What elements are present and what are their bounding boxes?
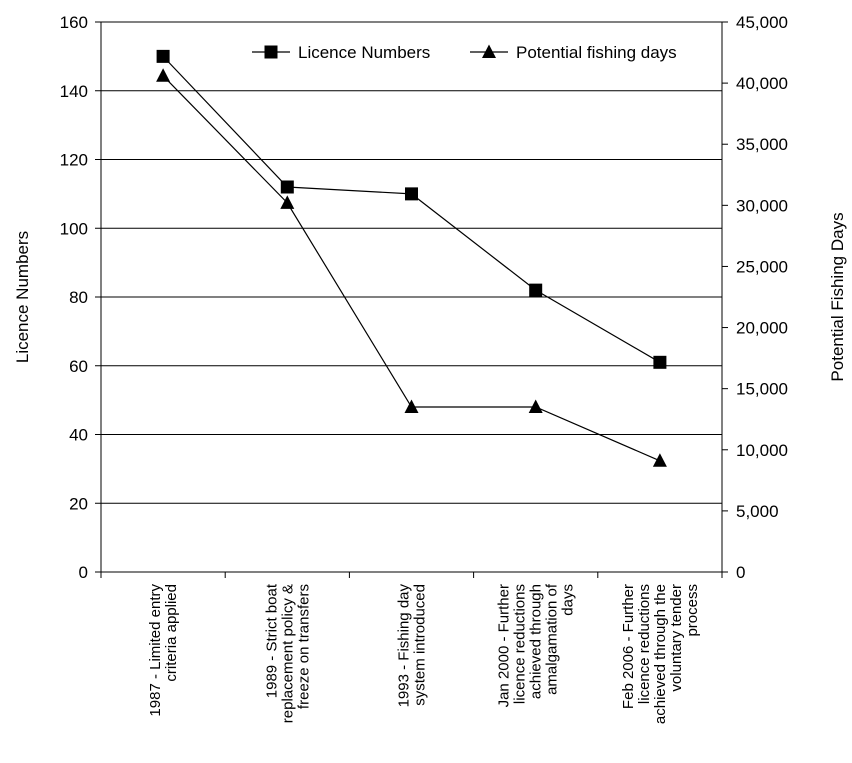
series-lines	[156, 49, 667, 467]
category-label-line: achieved through the	[652, 584, 669, 724]
left-axis-ticks: 0 20 40 60 80 100 120 140 160	[60, 13, 101, 582]
left-tick-label: 100	[60, 219, 88, 238]
y2-axis-label: Potential Fishing Days	[828, 212, 847, 381]
left-tick-label: 160	[60, 13, 88, 32]
category-label-line: system introduced	[412, 584, 429, 706]
category-label-line: achieved through	[528, 584, 545, 699]
right-tick-label: 25,000	[736, 257, 788, 276]
category-label: Feb 2006 - Furtherlicence reductionsachi…	[620, 584, 701, 724]
axes	[100, 22, 723, 578]
licence-point	[529, 283, 543, 297]
category-label-line: process	[684, 584, 701, 637]
category-label-line: licence reductions	[512, 584, 529, 704]
right-tick-label: 10,000	[736, 441, 788, 460]
category-label-line: 1993 - Fishing day	[396, 584, 413, 708]
legend: Licence Numbers Potential fishing days	[252, 43, 677, 62]
left-tick-label: 40	[69, 426, 88, 445]
right-tick-label: 35,000	[736, 135, 788, 154]
category-label: 1987 - Limited entrycriteria applied	[147, 584, 180, 717]
category-label-line: criteria applied	[163, 584, 180, 682]
right-tick-label: 40,000	[736, 74, 788, 93]
legend-licence-marker	[264, 45, 278, 59]
category-label-line: 1987 - Limited entry	[147, 584, 164, 717]
legend-licence-label: Licence Numbers	[298, 43, 430, 62]
left-tick-label: 80	[69, 288, 88, 307]
left-tick-label: 140	[60, 82, 88, 101]
fishing-days-point	[404, 399, 419, 413]
category-label-line: replacement policy &	[279, 584, 296, 723]
category-label-line: licence reductions	[636, 584, 653, 704]
legend-fishing-days-label: Potential fishing days	[516, 43, 677, 62]
left-tick-label: 120	[60, 151, 88, 170]
left-tick-label: 60	[69, 357, 88, 376]
category-label: Jan 2000 - Furtherlicence reductionsachi…	[496, 583, 577, 707]
right-tick-label: 45,000	[736, 13, 788, 32]
y-axis-label: Licence Numbers	[13, 231, 32, 363]
right-tick-label: 20,000	[736, 319, 788, 338]
fishing-days-point	[528, 399, 543, 413]
fishing-days-point	[156, 68, 171, 82]
category-label-line: amalgamation of	[544, 583, 561, 695]
fishing-days-point	[280, 195, 295, 209]
category-label: 1989 - Strict boatreplacement policy &fr…	[263, 583, 312, 723]
category-labels: 1987 - Limited entrycriteria applied 1989…	[147, 583, 701, 724]
category-label-line: 1989 - Strict boat	[263, 583, 280, 698]
right-tick-label: 30,000	[736, 196, 788, 215]
category-label-line: Feb 2006 - Further	[620, 584, 637, 709]
gridlines	[101, 21, 722, 504]
left-tick-label: 0	[79, 563, 88, 582]
left-tick-label: 20	[69, 494, 88, 513]
licence-line	[162, 55, 661, 363]
right-tick-label: 0	[736, 563, 745, 582]
licence-point	[405, 187, 418, 201]
category-label-line: Jan 2000 - Further	[496, 584, 513, 707]
legend-fishing-days-marker	[482, 44, 496, 58]
category-label-line: voluntary tender	[668, 584, 685, 692]
licence-point	[156, 49, 170, 63]
right-tick-label: 5,000	[736, 502, 779, 521]
right-axis-ticks: 0 5,000 10,000 15,000 20,000 25,000 30,000 35,0…	[722, 13, 788, 582]
category-label-line: days	[560, 584, 577, 616]
right-tick-label: 15,000	[736, 380, 788, 399]
category-label: 1993 - Fishing daysystem introduced	[396, 584, 429, 708]
fishing-days-point	[652, 453, 667, 467]
category-label-line: freeze on transfers	[295, 584, 312, 709]
licence-point	[280, 180, 294, 194]
licence-point	[653, 355, 667, 369]
